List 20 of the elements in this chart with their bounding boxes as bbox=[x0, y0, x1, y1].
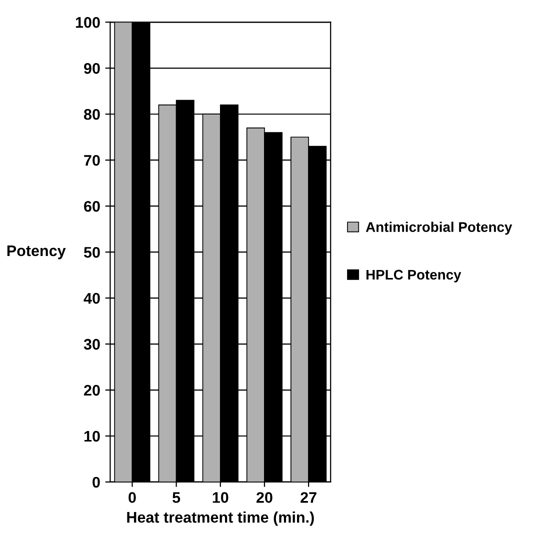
y-tick-label: 90 bbox=[84, 63, 100, 74]
y-tick-label: 50 bbox=[84, 246, 100, 258]
y-tick-label: 80 bbox=[84, 108, 100, 120]
y-axis-title: Potency bbox=[7, 246, 66, 260]
y-tick-label: 100 bbox=[76, 17, 100, 28]
x-tick-label: 5 bbox=[172, 492, 180, 503]
x-axis-title: Heat treatment time (min.) bbox=[127, 512, 314, 526]
legend-label: Antimicrobial Potency bbox=[366, 222, 512, 235]
legend-label: HPLC Potency bbox=[366, 270, 462, 282]
y-tick-label: 30 bbox=[84, 338, 100, 350]
y-tick-label: 40 bbox=[84, 292, 100, 304]
y-tick-label: 20 bbox=[84, 384, 100, 396]
x-tick-label: 27 bbox=[300, 492, 316, 503]
y-tick-label: 0 bbox=[92, 476, 100, 488]
x-tick-label: 0 bbox=[128, 492, 136, 503]
x-tick-label: 10 bbox=[212, 492, 228, 503]
x-tick-label: 20 bbox=[256, 492, 272, 503]
y-tick-label: 10 bbox=[84, 430, 100, 442]
y-tick-label: 70 bbox=[84, 154, 100, 166]
y-tick-label: 60 bbox=[84, 200, 100, 212]
